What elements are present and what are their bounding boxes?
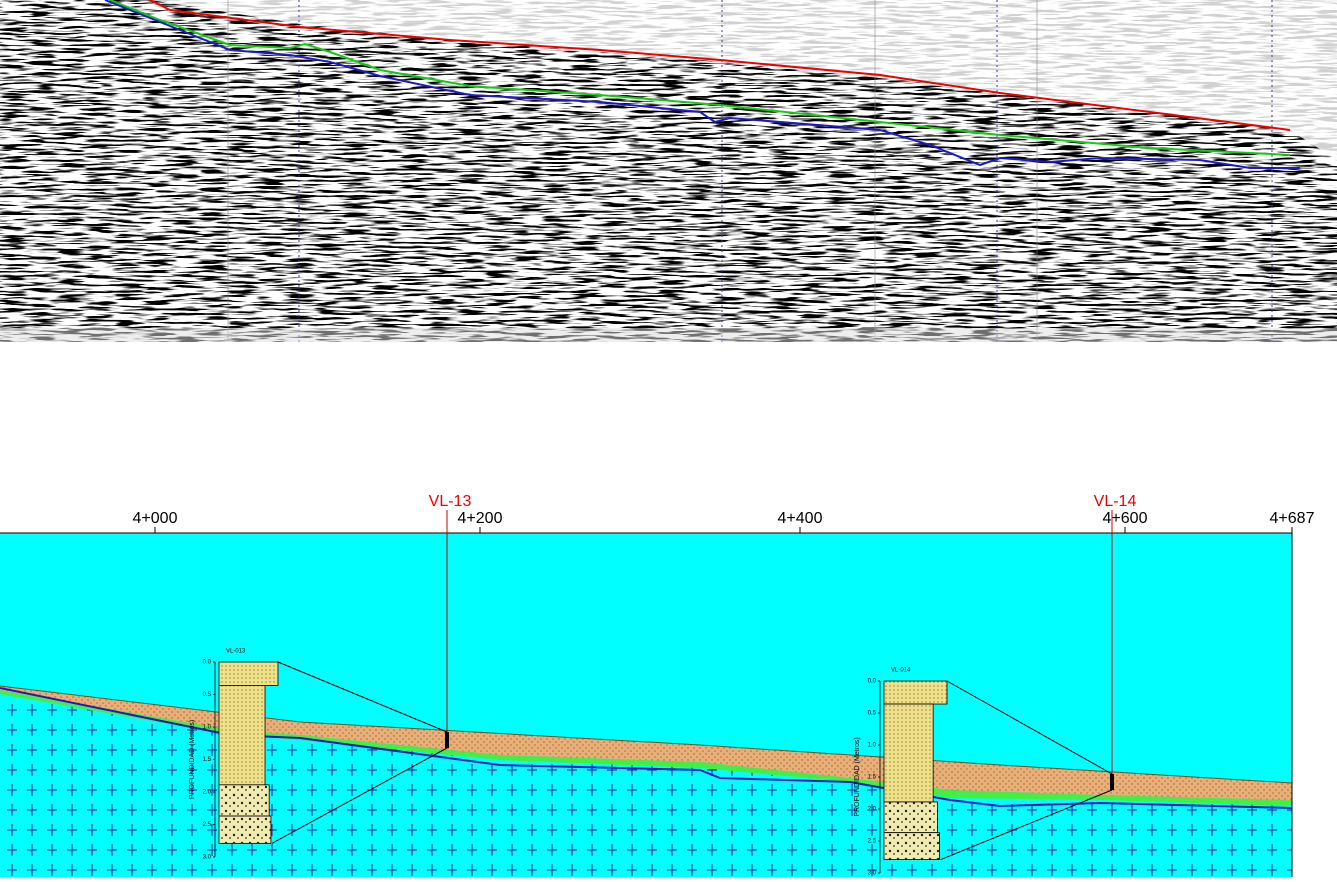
log-depth-label: PROFUNDIDAD (Metros)	[854, 737, 861, 816]
log-title: VL-013	[226, 649, 246, 655]
log-layer	[883, 680, 948, 705]
seismic-image	[0, 0, 1337, 342]
borehole-sample	[445, 732, 449, 748]
log-tick-label: 3.0	[203, 855, 212, 861]
borehole-marker: VL-14	[1094, 493, 1137, 510]
borehole-sample	[1110, 774, 1114, 790]
log-layer	[883, 832, 940, 860]
station-label: 4+000	[133, 510, 178, 527]
log-layer	[883, 703, 934, 803]
station-label: 4+400	[778, 510, 823, 527]
log-tick-label: 2.5	[868, 839, 877, 845]
borehole-marker: VL-13	[429, 493, 472, 510]
log-tick-label: 0.0	[868, 679, 877, 685]
station-label: 4+687	[1270, 510, 1315, 527]
log-connector	[946, 680, 1113, 775]
log-tick-label: 0.0	[203, 660, 212, 666]
log-tick-label: 1.5	[868, 775, 877, 781]
log-tick-label: 0.5	[203, 692, 212, 698]
log-depth-label: PROFUNDIDAD (Metros)	[189, 720, 196, 799]
station-label: 4+200	[458, 510, 503, 527]
log-connector	[271, 747, 448, 844]
log-layer	[218, 661, 279, 686]
log-tick-label: 0.5	[868, 711, 877, 717]
log-tick-label: 2.0	[868, 807, 877, 813]
log-connector	[940, 789, 1113, 861]
log-layer	[218, 685, 266, 786]
log-tick-label: 1.0	[868, 743, 877, 749]
log-tick-label: 2.5	[203, 822, 212, 828]
log-layer	[883, 801, 938, 834]
log-layer	[218, 784, 270, 817]
log-tick-label: 1.5	[203, 757, 212, 763]
cross-section	[0, 532, 1293, 877]
log-title: VL-014	[891, 668, 911, 674]
log-connector	[277, 661, 448, 733]
log-tick-label: 2.0	[203, 790, 212, 796]
log-tick-label: 3.0	[868, 871, 877, 877]
log-tick-label: 1.0	[203, 725, 212, 731]
station-label: 4+600	[1103, 510, 1148, 527]
log-layer	[218, 815, 272, 844]
